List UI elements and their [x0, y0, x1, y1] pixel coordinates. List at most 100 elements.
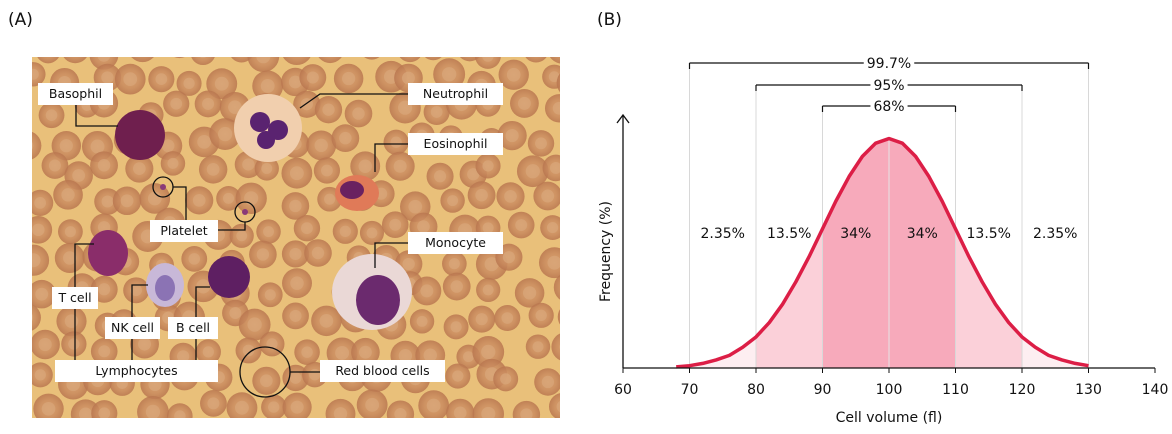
leader-line — [374, 242, 408, 268]
red-blood-cell-center — [289, 309, 302, 322]
red-blood-cell-center — [120, 194, 134, 208]
red-blood-cell-center — [199, 57, 207, 59]
region-label: 34% — [907, 226, 938, 242]
red-blood-cell — [588, 332, 614, 358]
platelet-cell — [160, 184, 166, 190]
red-blood-cell-center — [290, 42, 304, 56]
red-blood-cell-center — [393, 159, 407, 173]
red-blood-cell-center — [32, 313, 34, 322]
red-blood-cell-center — [481, 344, 496, 360]
red-blood-cell-center — [500, 373, 512, 385]
red-blood-cell-center — [390, 136, 402, 148]
red-blood-cell-center — [506, 67, 521, 82]
red-blood-cell — [557, 309, 560, 325]
leader-lines — [74, 93, 408, 398]
leader-line — [195, 286, 210, 317]
cell-label: Eosinophil — [424, 136, 488, 151]
red-blood-cell-center — [430, 106, 443, 118]
red-blood-cell-center — [314, 138, 328, 153]
x-tick-label: 80 — [747, 382, 765, 398]
cell-label: Monocyte — [425, 235, 486, 250]
y-axis-arrow — [616, 113, 630, 124]
region-label: 2.35% — [701, 226, 745, 242]
red-blood-cell-center — [183, 77, 195, 90]
red-blood-cell-center — [501, 312, 514, 324]
red-blood-cell-center — [206, 162, 220, 176]
red-blood-cell-center — [547, 255, 560, 270]
x-tick-label: 70 — [681, 382, 699, 398]
red-blood-cell-center — [467, 168, 480, 181]
red-blood-cell-center — [155, 73, 168, 86]
red-blood-cell-center — [333, 407, 348, 418]
cell-label: Basophil — [49, 86, 102, 101]
red-blood-cell-center — [138, 337, 152, 351]
red-blood-cell-center — [556, 42, 570, 56]
red-blood-cell-center — [207, 397, 220, 410]
red-blood-cell-center — [236, 230, 248, 242]
red-blood-cell-center — [133, 162, 146, 175]
red-blood-cell — [553, 274, 560, 300]
red-blood-cell-center — [289, 166, 304, 181]
red-blood-cell-center — [69, 43, 82, 56]
red-blood-cell-center — [242, 344, 255, 357]
region-label: 13.5% — [967, 226, 1011, 242]
red-blood-cell — [191, 57, 215, 66]
red-blood-cell — [582, 32, 608, 58]
label-box — [52, 287, 98, 309]
red-blood-cell — [282, 57, 311, 66]
red-blood-cell-center — [301, 346, 313, 358]
red-blood-cell-center — [192, 194, 206, 207]
red-blood-cell-center — [289, 247, 302, 261]
red-blood-cell-center — [426, 398, 441, 413]
platelet-cell — [242, 209, 248, 215]
red-blood-cell-center — [402, 71, 415, 85]
red-blood-cell — [231, 57, 253, 63]
red-blood-cell-center — [41, 401, 56, 416]
red-blood-cell — [525, 57, 547, 63]
red-blood-cell-center — [264, 289, 276, 301]
red-blood-cell-center — [32, 223, 45, 237]
red-blood-cell-center — [290, 276, 304, 290]
red-blood-cell-center — [404, 43, 416, 55]
red-blood-cell-center — [541, 375, 555, 389]
red-blood-cell-center — [261, 163, 273, 174]
red-blood-cell-center — [306, 71, 319, 84]
red-blood-cell-center — [188, 253, 201, 265]
red-blood-cell-center — [576, 194, 587, 205]
red-blood-cell-center — [475, 313, 488, 326]
red-blood-cell-center — [366, 41, 377, 52]
red-blood-cell-center — [263, 226, 275, 238]
red-blood-cell-center — [72, 169, 86, 182]
red-blood-cell-center — [136, 40, 150, 54]
red-blood-cell-center — [358, 159, 372, 173]
red-blood-cell-center — [565, 311, 578, 324]
x-tick-label: 120 — [1009, 382, 1036, 398]
red-blood-cell-center — [517, 96, 531, 110]
label-box — [408, 83, 503, 105]
red-blood-cell — [318, 57, 342, 64]
red-blood-cell-center — [590, 39, 602, 51]
label-box — [408, 133, 503, 155]
red-blood-cell-center — [256, 248, 270, 261]
red-blood-cell-center — [594, 104, 606, 116]
red-blood-cell-center — [234, 400, 249, 415]
red-blood-cell-center — [398, 348, 413, 363]
red-blood-cell-center — [482, 222, 494, 234]
red-blood-cell-center — [423, 348, 437, 362]
x-tick-label: 60 — [614, 382, 632, 398]
leader-line — [173, 186, 187, 220]
red-blood-cell — [574, 363, 599, 388]
eosinophil-nucleus — [340, 181, 364, 199]
red-blood-cell-center — [101, 71, 114, 84]
red-blood-cell-center — [64, 314, 79, 328]
red-blood-cell — [572, 396, 599, 423]
red-blood-cell-center — [311, 246, 325, 260]
red-blood-cell-center — [447, 195, 459, 207]
panel-label: (A) — [8, 10, 33, 30]
red-blood-cell-center — [339, 131, 352, 145]
red-blood-cell-center — [365, 397, 380, 412]
red-blood-cell — [424, 57, 442, 61]
red-blood-cell-center — [416, 315, 428, 327]
